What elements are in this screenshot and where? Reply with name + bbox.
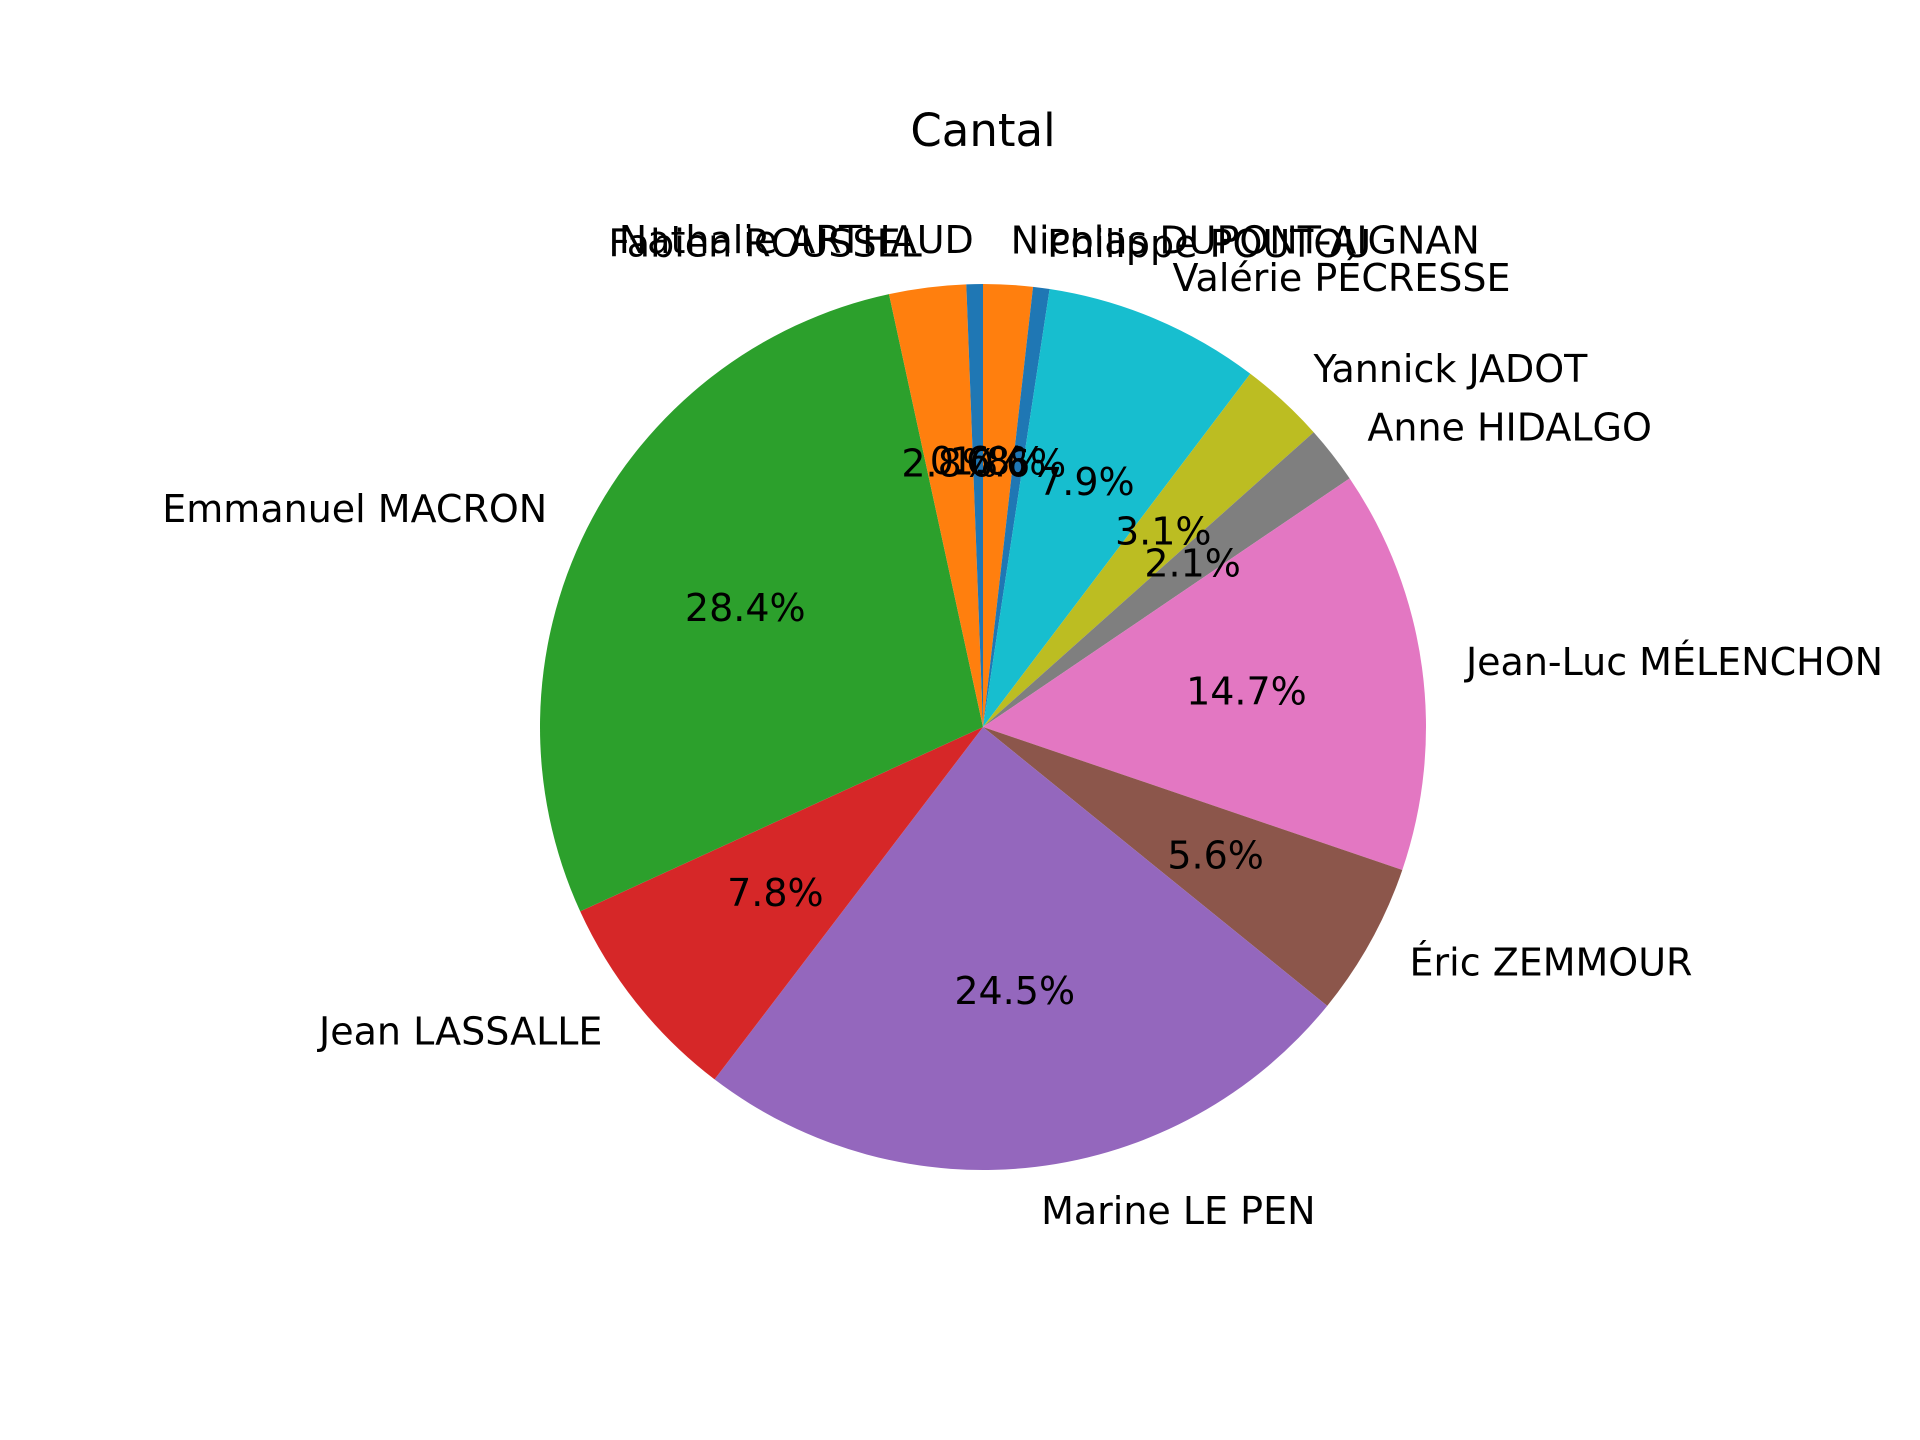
slice-percent-label: 24.5%	[954, 969, 1075, 1013]
pie-slice	[983, 432, 1350, 727]
slice-label: Marine LE PEN	[1041, 1189, 1315, 1233]
slice-percent-label: 7.9%	[1038, 460, 1135, 504]
pie-slice	[983, 373, 1314, 727]
slice-label: Yannick JADOT	[1312, 347, 1588, 391]
pie-slice	[580, 727, 983, 1080]
slice-percent-label: 1.8%	[950, 440, 1047, 484]
slice-percent-label: 28.4%	[685, 586, 806, 630]
slice-percent-label: 14.7%	[1186, 670, 1307, 714]
slice-percent-label: 3.1%	[1115, 510, 1212, 554]
pie-slice	[539, 294, 983, 912]
slice-percent-label: 5.6%	[1167, 834, 1264, 878]
slice-label: Valérie PÉCRESSE	[1172, 256, 1510, 300]
slice-percent-label: 7.8%	[727, 871, 824, 915]
pie-slice	[888, 284, 983, 727]
slice-percent-label: 2.8%	[901, 441, 998, 485]
slice-label: Fabien ROUSSEL	[608, 222, 921, 266]
slice-label: Jean LASSALLE	[317, 1009, 602, 1053]
pie-labels: Nicolas DUPONT-AIGNAN 1.8% Philippe POUTOU…	[162, 218, 1883, 1233]
pie-slice	[983, 286, 1050, 727]
pie-slice	[966, 284, 983, 727]
pie-slice	[983, 284, 1034, 727]
slice-label: Anne HIDALGO	[1367, 405, 1652, 449]
pie-slices	[539, 284, 1427, 1170]
slice-label: Nicolas DUPONT-AIGNAN	[1011, 218, 1480, 262]
chart-title: Cantal	[910, 104, 1055, 157]
pie-slice	[983, 727, 1403, 1006]
pie-slice	[983, 478, 1427, 870]
slice-label: Philippe POUTOU	[1047, 222, 1371, 266]
pie-slice	[983, 289, 1251, 727]
slice-percent-label: 2.1%	[1144, 542, 1241, 586]
slice-label: Nathalie ARTHAUD	[619, 218, 974, 262]
pie-slice	[714, 727, 1328, 1170]
slice-percent-label: 0.6%	[930, 439, 1027, 483]
slice-label: Emmanuel MACRON	[162, 487, 547, 531]
slice-label: Éric ZEMMOUR	[1410, 941, 1693, 985]
slice-label: Jean-Luc MÉLENCHON	[1464, 640, 1883, 684]
slice-percent-label: 0.6%	[970, 442, 1067, 486]
